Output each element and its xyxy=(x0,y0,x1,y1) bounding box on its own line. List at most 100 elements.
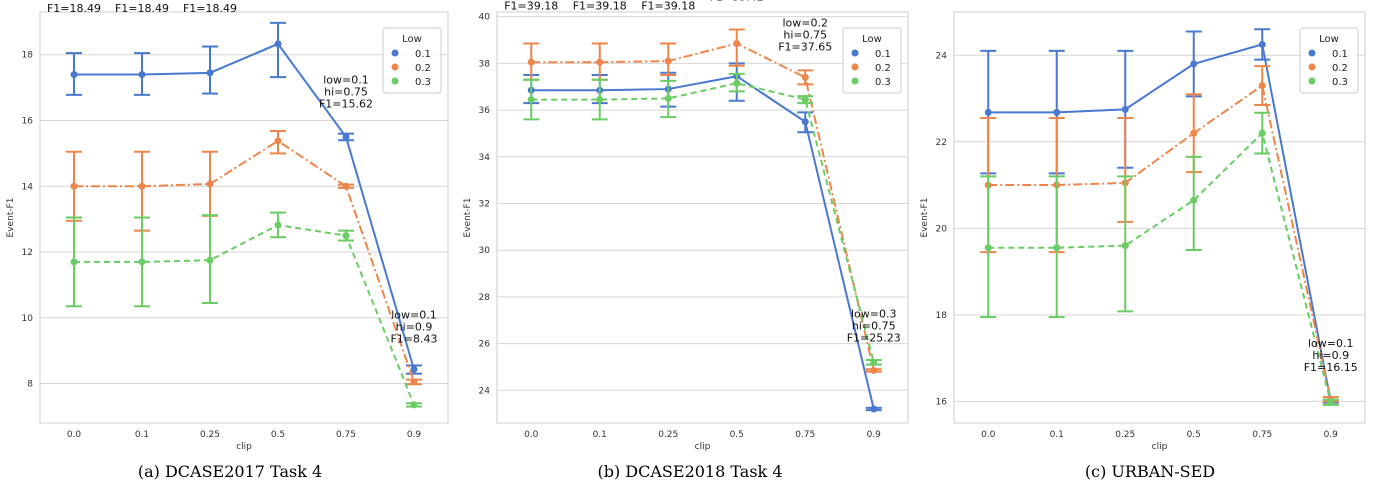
data-point xyxy=(664,94,672,102)
legend-marker xyxy=(1308,49,1316,57)
annotation-line: low=0.3 xyxy=(851,307,897,320)
data-point xyxy=(870,358,878,366)
legend: Low 0.1 0.2 0.3 xyxy=(1299,27,1359,94)
series-line xyxy=(988,83,1332,400)
annotation-line: F1=18.97 xyxy=(251,0,305,2)
annotation-line: F1=39.42 xyxy=(710,0,764,3)
data-point xyxy=(206,180,214,188)
data-point xyxy=(410,401,418,409)
legend-label: 0.2 xyxy=(415,63,431,74)
annotation-line: hi=0.75 xyxy=(578,0,622,1)
x-tick-label: 0.0 xyxy=(524,430,539,440)
series-low-0.1 xyxy=(66,21,422,375)
y-tick-label: 10 xyxy=(22,314,34,324)
annotation: low=0.1hi=0.6F1=18.97 xyxy=(251,0,305,2)
annotation-line: hi=0.75 xyxy=(646,0,690,1)
legend-marker xyxy=(391,77,399,85)
x-tick-label: 0.75 xyxy=(795,430,815,440)
data-point xyxy=(138,70,146,78)
data-point xyxy=(801,96,809,104)
annotation: low=0.1hi=0.9F1=16.15 xyxy=(1304,337,1358,374)
legend: Low 0.1 0.2 0.3 xyxy=(842,27,902,94)
y-tick-label: 26 xyxy=(479,340,491,350)
caption-b: (b) DCASE2018 Task 4 xyxy=(597,462,783,481)
legend-marker xyxy=(851,77,859,85)
y-tick-label: 8 xyxy=(27,380,33,390)
annotation-line: hi=0.75 xyxy=(120,0,164,3)
x-tick-label: 0.1 xyxy=(593,430,607,440)
legend-label: 0.1 xyxy=(415,49,431,60)
series-line xyxy=(74,224,415,406)
series-line xyxy=(531,75,875,410)
y-tick-label: 12 xyxy=(22,248,33,258)
data-point xyxy=(733,40,741,48)
annotation-line: F1=37.65 xyxy=(778,41,832,54)
plot-frame xyxy=(496,11,909,424)
annotation-line: hi=0.75 xyxy=(509,0,553,1)
annotation-line: F1=39.18 xyxy=(573,0,627,13)
annotation-line: F1=18.49 xyxy=(47,2,101,15)
y-tick-label: 22 xyxy=(936,138,947,148)
legend-label: 0.3 xyxy=(415,77,431,88)
y-axis-label: Event-F1 xyxy=(463,198,473,238)
annotation: low=0.1hi=0.9F1=8.43 xyxy=(390,308,437,345)
data-point xyxy=(870,366,878,374)
data-point xyxy=(664,57,672,65)
legend-marker xyxy=(851,63,859,71)
annotation-line: hi=0.9 xyxy=(1312,349,1349,362)
annotation-line: F1=16.15 xyxy=(1304,361,1358,374)
data-point xyxy=(1190,60,1198,68)
annotation-line: low=0.1 xyxy=(391,308,437,321)
x-tick-label: 0.9 xyxy=(1324,430,1339,440)
legend-marker xyxy=(851,49,859,57)
data-point xyxy=(1121,105,1129,113)
data-point xyxy=(1258,82,1266,90)
annotation-line: low=0.1 xyxy=(323,73,369,86)
data-point xyxy=(1327,398,1335,406)
x-tick-label: 0.25 xyxy=(658,430,678,440)
y-tick-label: 38 xyxy=(479,59,491,69)
data-point xyxy=(274,221,282,229)
annotation-line: F1=18.49 xyxy=(183,2,237,15)
data-point xyxy=(1190,129,1198,137)
x-axis-label: clip xyxy=(1152,442,1168,452)
data-point xyxy=(70,258,78,266)
data-point xyxy=(410,365,418,373)
annotation-line: F1=39.18 xyxy=(504,0,558,13)
data-point xyxy=(342,182,350,190)
x-tick-label: 0.5 xyxy=(730,430,744,440)
annotation-line: hi=0.75 xyxy=(188,0,232,3)
y-tick-label: 40 xyxy=(479,13,491,23)
x-tick-label: 0.0 xyxy=(981,430,996,440)
legend-marker xyxy=(1308,77,1316,85)
y-tick-label: 18 xyxy=(936,311,948,321)
data-point xyxy=(801,73,809,81)
x-axis-label: clip xyxy=(695,442,711,452)
series-line xyxy=(531,42,875,371)
y-tick-label: 24 xyxy=(479,386,491,396)
data-point xyxy=(870,405,878,413)
y-tick-label: 14 xyxy=(22,182,34,192)
x-tick-label: 0.75 xyxy=(1252,430,1272,440)
data-point xyxy=(1258,129,1266,137)
y-tick-label: 34 xyxy=(479,153,491,163)
chart-panel-dcase2018: 24 26 28 30 32 34 36 38 40 0.0 0.1 0.25 0.5 0.75 0.9 cl… xyxy=(463,0,909,452)
legend: Low 0.1 0.2 0.3 xyxy=(382,27,442,94)
legend-label: 0.3 xyxy=(1332,77,1348,88)
y-tick-label: 20 xyxy=(936,224,948,234)
legend-label: 0.2 xyxy=(875,63,891,74)
data-point xyxy=(1121,242,1129,250)
legend-label: 0.2 xyxy=(1332,63,1348,74)
x-tick-label: 0.25 xyxy=(200,430,220,440)
legend-title: Low xyxy=(1319,34,1339,45)
plot-frame xyxy=(953,11,1366,424)
data-point xyxy=(1053,108,1061,116)
